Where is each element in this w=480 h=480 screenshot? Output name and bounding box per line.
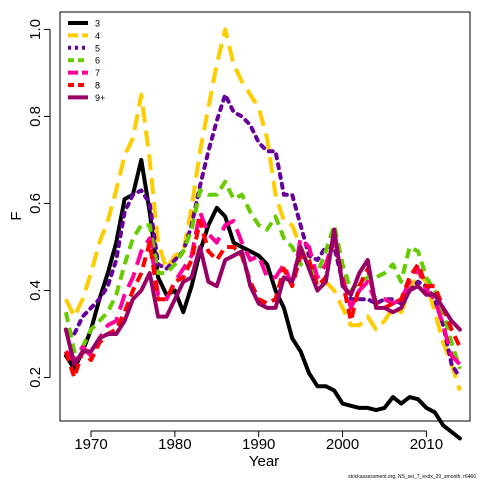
x-axis-label: Year	[249, 453, 279, 470]
series-line-6	[63, 179, 462, 370]
series-line-9plus	[63, 227, 462, 367]
legend-label: 6	[95, 56, 100, 66]
axes-layer: 1970 1980 1990 2000 2010 0.2 0.4 0.6 0.8 1.0	[27, 19, 443, 453]
legend: 3 4 5 6 7 8 9+	[68, 19, 105, 103]
footnote-text: stockassessment.org, NS_sei_7_exdx_20_sm…	[348, 474, 476, 480]
series-line-5	[63, 92, 462, 380]
x-tick-label: 1980	[158, 436, 191, 453]
legend-label: 5	[95, 43, 100, 53]
x-tick-label: 1970	[74, 436, 107, 453]
y-tick-label: 0.4	[27, 280, 44, 301]
x-tick-label: 1990	[242, 436, 275, 453]
y-tick-label: 0.2	[27, 367, 44, 388]
legend-label: 8	[95, 81, 100, 91]
x-tick-label: 2000	[326, 436, 359, 453]
series-line-4	[64, 27, 462, 392]
legend-label: 4	[95, 31, 100, 41]
x-tick-label: 2010	[410, 436, 443, 453]
y-tick-label: 0.8	[27, 106, 44, 127]
legend-label: 7	[95, 68, 100, 78]
series-line-8	[63, 218, 462, 380]
plot-frame	[59, 11, 471, 422]
legend-label: 9+	[95, 93, 105, 103]
y-tick-label: 0.6	[27, 193, 44, 214]
series-line-7	[64, 210, 462, 366]
legend-label: 3	[95, 19, 100, 29]
y-tick-label: 1.0	[27, 19, 44, 40]
y-axis-label: F	[8, 211, 25, 220]
series-lines-layer	[63, 27, 462, 441]
